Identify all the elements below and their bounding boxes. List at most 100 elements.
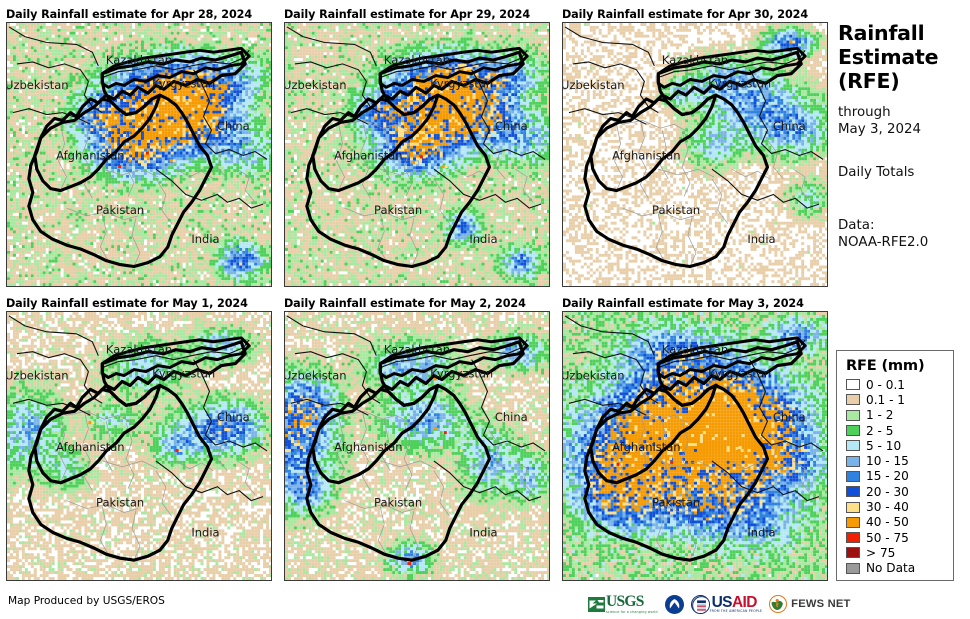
legend-swatch-4 xyxy=(846,440,860,452)
legend-swatch-11 xyxy=(846,547,860,559)
map-label-afghanistan: Afghanistan xyxy=(612,148,680,162)
legend-label-1: 0.1 - 1 xyxy=(866,393,905,407)
map-label-kazakhstan: Kazakhstan xyxy=(384,53,450,67)
data-label: Data: xyxy=(838,218,970,235)
map-label-uzbekistan: Uzbekistan xyxy=(7,78,69,92)
country-labels: Kazakhstan Uzbekistan Kyrgyzstan China Afgha… xyxy=(285,343,528,540)
legend-label-5: 10 - 15 xyxy=(866,454,909,468)
map-label-china: China xyxy=(773,119,806,133)
legend-label-12: No Data xyxy=(866,561,915,575)
map-label-india: India xyxy=(469,232,497,246)
region-outline-bold xyxy=(583,340,803,562)
map-label-pakistan: Pakistan xyxy=(374,203,422,217)
panel-title-5: Daily Rainfall estimate for May 3, 2024 xyxy=(562,297,804,310)
figure-title-line-2: Estimate xyxy=(838,45,970,70)
legend-row-0: 0 - 0.1 xyxy=(846,377,953,392)
map-panel-5[interactable]: Kazakhstan Uzbekistan Kyrgyzstan China Afgha… xyxy=(562,311,828,581)
map-label-uzbekistan: Uzbekistan xyxy=(7,368,69,382)
through-block: through May 3, 2024 xyxy=(838,105,970,139)
legend-row-2: 1 - 2 xyxy=(846,408,953,423)
map-panel-3[interactable]: Kazakhstan Uzbekistan Kyrgyzstan China Afgha… xyxy=(6,311,272,581)
admin-boundaries xyxy=(46,116,256,267)
legend-row-11: > 75 xyxy=(846,545,953,560)
map-canvas-3: Kazakhstan Uzbekistan Kyrgyzstan China Afgha… xyxy=(7,312,271,580)
usaid-wordmark-us: US xyxy=(712,594,733,611)
legend-label-2: 1 - 2 xyxy=(866,408,893,422)
legend-label-8: 30 - 40 xyxy=(866,500,909,514)
map-panel-2[interactable]: Kazakhstan Uzbekistan Kyrgyzstan China Afgha… xyxy=(562,22,828,287)
international-boundaries xyxy=(564,26,824,209)
map-canvas-2: Kazakhstan Uzbekistan Kyrgyzstan China Afgha… xyxy=(563,23,827,286)
figure-title-line-3: (RFE) xyxy=(838,69,970,94)
fewsnet-logo: FEWS NET xyxy=(769,592,850,616)
international-boundaries xyxy=(286,315,546,502)
country-labels: Kazakhstan Uzbekistan Kyrgyzstan China Afgha… xyxy=(7,343,250,540)
agency-logos: USGS science for a changing world xyxy=(588,591,851,617)
map-credit: Map Produced by USGS/EROS xyxy=(8,595,165,607)
map-label-pakistan: Pakistan xyxy=(374,496,422,510)
through-date: May 3, 2024 xyxy=(838,122,970,139)
map-label-kyrgyzstan: Kyrgyzstan xyxy=(152,76,215,90)
panel-title-3: Daily Rainfall estimate for May 1, 2024 xyxy=(6,297,248,310)
map-label-afghanistan: Afghanistan xyxy=(56,148,124,162)
map-label-china: China xyxy=(773,410,806,424)
legend-title: RFE (mm) xyxy=(846,357,953,374)
legend-row-10: 50 - 75 xyxy=(846,530,953,545)
map-label-pakistan: Pakistan xyxy=(96,203,144,217)
map-label-kyrgyzstan: Kyrgyzstan xyxy=(708,367,771,381)
map-label-uzbekistan: Uzbekistan xyxy=(285,78,347,92)
legend-row-6: 15 - 20 xyxy=(846,469,953,484)
region-outline-bold xyxy=(27,50,247,269)
afghanistan-outline-bold xyxy=(589,93,718,193)
map-label-kazakhstan: Kazakhstan xyxy=(106,53,172,67)
map-label-afghanistan: Afghanistan xyxy=(334,440,402,454)
map-label-india: India xyxy=(191,232,219,246)
admin-boundaries xyxy=(602,406,812,561)
legend-swatch-10 xyxy=(846,532,860,544)
legend-swatch-0 xyxy=(846,379,860,391)
legend-swatch-7 xyxy=(846,486,860,498)
map-canvas-4: Kazakhstan Uzbekistan Kyrgyzstan China Afgha… xyxy=(285,312,549,580)
map-label-china: China xyxy=(217,410,250,424)
panel-title-4: Daily Rainfall estimate for May 2, 2024 xyxy=(284,297,526,310)
international-boundaries xyxy=(8,315,268,502)
country-labels: Kazakhstan Uzbekistan Kyrgyzstan China Afgha… xyxy=(563,53,806,246)
map-label-kyrgyzstan: Kyrgyzstan xyxy=(152,367,215,381)
map-label-kyrgyzstan: Kyrgyzstan xyxy=(430,76,493,90)
country-labels: Kazakhstan Uzbekistan Kyrgyzstan China Afgha… xyxy=(7,53,250,246)
legend-label-6: 15 - 20 xyxy=(866,469,909,483)
usaid-logo: USAID FROM THE AMERICAN PEOPLE xyxy=(690,592,763,616)
map-panel-1[interactable]: Kazakhstan Uzbekistan Kyrgyzstan China Afgha… xyxy=(284,22,550,287)
legend-swatch-9 xyxy=(846,516,860,528)
usgs-tagline: science for a changing world xyxy=(606,610,658,614)
map-panel-4[interactable]: Kazakhstan Uzbekistan Kyrgyzstan China Afgha… xyxy=(284,311,550,581)
legend-label-10: 50 - 75 xyxy=(866,531,909,545)
map-label-india: India xyxy=(191,525,219,539)
map-label-kyrgyzstan: Kyrgyzstan xyxy=(430,367,493,381)
region-outline-bold xyxy=(305,340,525,562)
through-label: through xyxy=(838,105,970,122)
afghanistan-outline-bold xyxy=(311,383,440,485)
map-panel-0[interactable]: Kazakhstan Uzbekistan Kyrgyzstan China Afgha… xyxy=(6,22,272,287)
data-source: NOAA-RFE2.0 xyxy=(838,235,970,252)
usaid-seal-icon xyxy=(690,594,710,614)
legend-row-12: No Data xyxy=(846,561,953,576)
usaid-tagline: FROM THE AMERICAN PEOPLE xyxy=(710,609,763,613)
afghanistan-outline-bold xyxy=(33,383,162,485)
panel-title-1: Daily Rainfall estimate for Apr 29, 2024 xyxy=(284,8,530,21)
noaa-bird-icon xyxy=(668,598,681,610)
legend-swatch-6 xyxy=(846,470,860,482)
noaa-seal-icon xyxy=(664,594,684,614)
legend-row-1: 0.1 - 1 xyxy=(846,392,953,407)
kyrgyzstan-outline-bold xyxy=(378,46,529,89)
kyrgyzstan-outline-bold xyxy=(100,336,251,379)
map-label-pakistan: Pakistan xyxy=(96,496,144,510)
legend-swatch-3 xyxy=(846,425,860,437)
legend-label-11: > 75 xyxy=(866,546,895,560)
legend-row-5: 10 - 15 xyxy=(846,453,953,468)
legend-label-0: 0 - 0.1 xyxy=(866,378,905,392)
map-label-afghanistan: Afghanistan xyxy=(56,440,124,454)
international-boundaries xyxy=(286,26,546,209)
map-label-pakistan: Pakistan xyxy=(652,203,700,217)
